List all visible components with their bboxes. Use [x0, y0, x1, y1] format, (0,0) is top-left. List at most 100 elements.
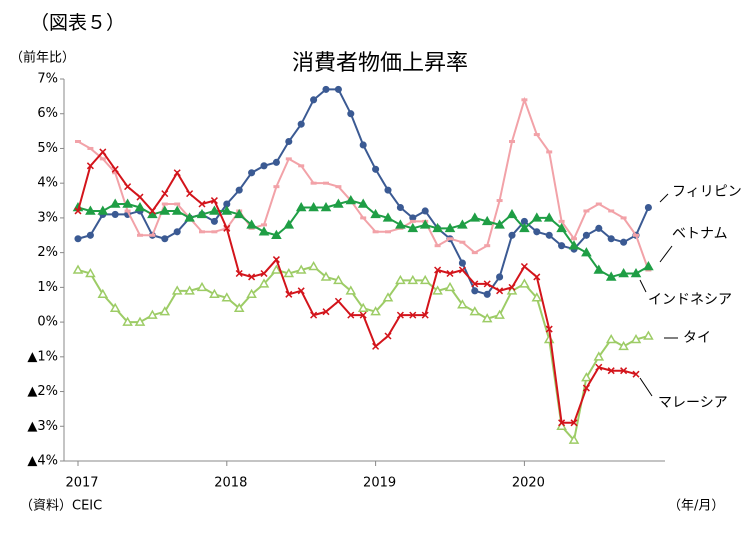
- y-tick-label: 3%: [37, 210, 58, 225]
- marker: [295, 264, 307, 274]
- y-axis-label: （前年比）: [10, 50, 75, 66]
- annotation-pointer: [639, 279, 647, 293]
- marker: [458, 266, 466, 274]
- marker: [508, 231, 516, 239]
- marker: [508, 283, 516, 291]
- marker: [345, 195, 357, 205]
- marker: [421, 311, 429, 319]
- marker: [297, 287, 305, 295]
- marker: [310, 311, 318, 319]
- marker: [74, 235, 82, 243]
- marker: [171, 285, 183, 295]
- marker: [209, 288, 220, 299]
- marker: [643, 330, 654, 340]
- marker: [184, 212, 195, 222]
- marker: [434, 266, 442, 274]
- marker: [196, 281, 208, 292]
- marker: [297, 120, 305, 128]
- x-tick-label: 2017: [65, 476, 98, 491]
- marker: [198, 200, 206, 208]
- marker: [233, 302, 245, 312]
- marker: [334, 297, 342, 305]
- marker: [605, 333, 617, 344]
- marker: [97, 205, 109, 215]
- marker: [396, 203, 404, 212]
- marker: [97, 288, 109, 299]
- marker: [444, 222, 456, 233]
- marker: [285, 290, 293, 298]
- y-tick-label: 0%: [37, 315, 58, 330]
- marker: [85, 205, 96, 215]
- marker: [372, 342, 380, 350]
- marker: [382, 292, 394, 302]
- marker: [618, 340, 629, 351]
- marker: [481, 215, 493, 226]
- marker: [173, 228, 181, 236]
- x-tick-label: 2018: [214, 476, 247, 491]
- marker: [483, 290, 491, 298]
- marker: [570, 419, 578, 427]
- annotation-pointer: [659, 245, 673, 263]
- marker: [148, 207, 156, 215]
- marker: [320, 201, 332, 212]
- marker: [272, 256, 280, 264]
- marker: [568, 434, 580, 444]
- marker: [221, 205, 233, 215]
- marker: [246, 288, 257, 299]
- marker: [644, 203, 652, 212]
- marker: [333, 198, 344, 208]
- series-line: [77, 265, 649, 443]
- marker: [196, 208, 208, 219]
- marker: [581, 372, 592, 382]
- y-tick-label: ▲2%: [27, 384, 58, 399]
- marker: [494, 219, 505, 229]
- marker: [607, 367, 615, 375]
- marker: [481, 313, 493, 323]
- marker: [136, 193, 144, 201]
- y-tick-label: 6%: [37, 106, 58, 121]
- marker: [568, 240, 580, 250]
- marker: [618, 267, 629, 278]
- series-line: [77, 150, 637, 424]
- marker: [109, 302, 121, 312]
- marker: [632, 370, 640, 378]
- marker: [419, 219, 431, 229]
- marker: [74, 207, 82, 215]
- marker: [159, 205, 171, 215]
- marker: [308, 261, 319, 271]
- marker: [543, 212, 555, 222]
- annotation-pointer: [659, 193, 669, 203]
- marker: [359, 311, 367, 319]
- marker: [283, 219, 295, 229]
- marker: [519, 278, 530, 288]
- marker: [161, 190, 169, 198]
- marker: [432, 285, 443, 295]
- series-label: ベトナム: [672, 226, 728, 242]
- marker: [421, 207, 429, 215]
- marker: [334, 85, 342, 93]
- marker: [122, 198, 133, 208]
- marker: [458, 259, 466, 267]
- marker: [184, 285, 195, 295]
- marker: [310, 96, 318, 104]
- marker: [86, 162, 94, 170]
- series-label: タイ: [683, 330, 711, 346]
- annotation-pointer: [639, 377, 653, 397]
- marker: [111, 165, 119, 173]
- marker: [372, 165, 380, 173]
- figure-label: （図表５）: [30, 12, 125, 34]
- y-tick-label: ▲4%: [27, 454, 58, 469]
- marker: [620, 238, 628, 246]
- series-label: マレーシア: [658, 395, 728, 411]
- marker: [99, 148, 107, 156]
- marker: [419, 274, 431, 285]
- marker: [471, 287, 479, 295]
- marker: [533, 273, 541, 281]
- marker: [496, 273, 504, 281]
- marker: [248, 169, 256, 177]
- marker: [496, 287, 504, 295]
- marker: [159, 306, 171, 316]
- marker: [595, 363, 603, 371]
- marker: [134, 201, 146, 212]
- marker: [260, 162, 268, 170]
